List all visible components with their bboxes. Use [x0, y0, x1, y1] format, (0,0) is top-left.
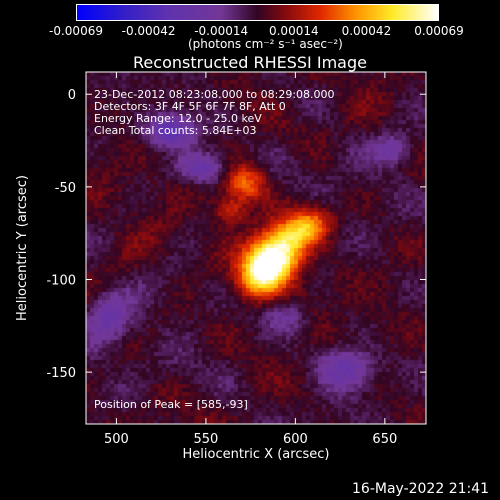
y-tick-label: -100 — [46, 273, 76, 288]
x-tick-label: 500 — [104, 432, 129, 447]
colorbar-tick-label: 0.00069 — [414, 24, 464, 38]
annotation-detectors: Detectors: 3F 4F 5F 6F 7F 8F, Att 0 — [94, 100, 286, 113]
annotation-time-range: 23-Dec-2012 08:23:08.000 to 08:29:08.000 — [94, 88, 335, 101]
colorbar-tick-label: 0.00042 — [341, 24, 392, 38]
y-tick-label: 0 — [68, 88, 76, 103]
x-axis-ticks: 500 550 600 650 — [104, 72, 397, 447]
heatmap-image — [86, 72, 426, 424]
y-axis-ticks: 0 -50 -100 -150 — [46, 88, 426, 381]
x-axis-label: Heliocentric X (arcsec) — [183, 447, 330, 462]
colorbar-tick-label: -0.00069 — [49, 24, 103, 38]
y-axis-label: Heliocentric Y (arcsec) — [15, 175, 30, 321]
annotation-clean-counts: Clean Total counts: 5.84E+03 — [94, 124, 257, 137]
plot-frame — [85, 71, 427, 425]
chart-title: Reconstructed RHESSI Image — [133, 53, 367, 72]
x-tick-label: 650 — [372, 432, 397, 447]
colorbar-tick-label: -0.00042 — [121, 24, 176, 38]
annotation-energy-range: Energy Range: 12.0 - 25.0 keV — [94, 112, 262, 125]
y-tick-label: -150 — [46, 366, 76, 381]
y-tick-label: -50 — [55, 181, 76, 196]
colorbar-tick-label: 0.00014 — [268, 24, 319, 38]
colorbar — [76, 4, 439, 21]
colorbar-unit-label: (photons cm⁻² s⁻¹ asec⁻²) — [188, 37, 343, 51]
x-tick-label: 550 — [193, 432, 218, 447]
x-tick-label: 600 — [283, 432, 308, 447]
colorbar-tick-label: -0.00014 — [194, 24, 249, 38]
footer-timestamp: 16-May-2022 21:41 — [352, 481, 490, 497]
annotation-peak-position: Position of Peak = [585,-93] — [94, 398, 248, 411]
